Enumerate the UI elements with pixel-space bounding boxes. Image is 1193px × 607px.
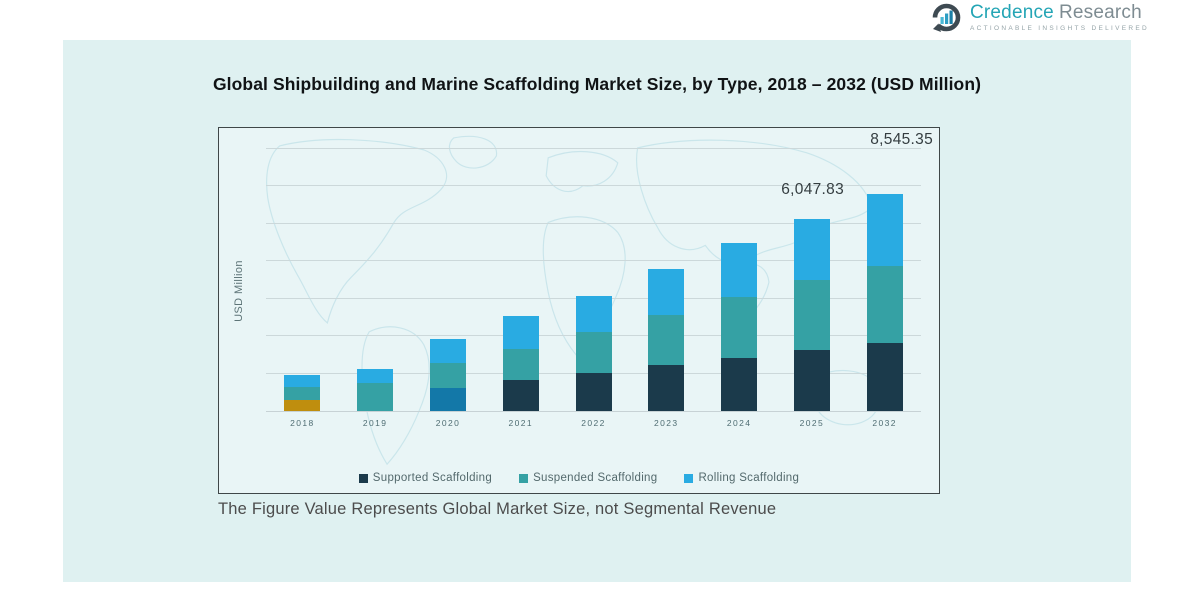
bar-2020	[429, 339, 466, 411]
legend-item-supported-scaffolding: Supported Scaffolding	[358, 472, 493, 484]
bar-2018-suspended-scaffolding-segment	[284, 387, 321, 401]
bar-2020-suspended-scaffolding-segment	[429, 363, 466, 388]
chart-frame: USD Million 2018 2019 2020 2021 2022 2023 2024…	[218, 127, 940, 494]
legend-item-suspended-scaffolding: Suspended Scaffolding	[519, 472, 657, 484]
bar-2021	[502, 316, 539, 411]
bar-2024-suspended-scaffolding-segment	[721, 297, 758, 359]
bar-2018-rolling-scaffolding-segment	[284, 375, 321, 388]
x-tick-2019: 2019	[362, 418, 388, 428]
bar-2023-rolling-scaffolding-segment	[648, 269, 685, 316]
legend-marker-rolling-scaffolding	[684, 473, 694, 483]
bar-2022-rolling-scaffolding-segment	[575, 296, 612, 333]
brand-word-credence: Credence	[969, 2, 1054, 23]
bar-2021-supported-scaffolding-segment	[502, 380, 539, 411]
gridline	[266, 147, 921, 149]
figure-footnote: The Figure Value Represents Global Marke…	[218, 500, 777, 518]
x-tick-2024: 2024	[726, 418, 752, 428]
x-tick-2018: 2018	[290, 418, 315, 428]
bar-2022-supported-scaffolding-segment	[575, 373, 612, 411]
bar-2032-supported-scaffolding-segment	[866, 343, 903, 411]
bar-2018-supported-scaffolding-segment	[284, 400, 321, 411]
legend-label-suspended-scaffolding: Suspended Scaffolding	[533, 472, 658, 484]
x-tick-2022: 2022	[581, 418, 606, 428]
gridline	[266, 260, 921, 261]
bar-2032-rolling-scaffolding-segment	[866, 194, 903, 267]
bar-2022	[575, 296, 612, 411]
data-label-2032: 8,545.35	[870, 131, 933, 148]
bar-2025	[793, 219, 830, 411]
bar-2023-supported-scaffolding-segment	[648, 365, 685, 411]
bar-2023	[648, 269, 685, 411]
brand-tagline: Actionable Insights Delivered	[969, 25, 1149, 32]
bar-2025-suspended-scaffolding-segment	[793, 280, 830, 351]
bar-2025-supported-scaffolding-segment	[793, 350, 830, 411]
bar-2021-suspended-scaffolding-segment	[502, 349, 539, 381]
bar-2019-suspended-scaffolding-segment	[357, 383, 394, 411]
legend-item-rolling-scaffolding: Rolling Scaffolding	[684, 472, 799, 484]
gridline	[266, 222, 921, 224]
legend-label-supported-scaffolding: Supported Scaffolding	[372, 472, 493, 484]
bar-2020-supported-scaffolding-segment	[429, 388, 466, 411]
bar-2023-suspended-scaffolding-segment	[648, 315, 685, 366]
brand-logo: Credence Research Actionable Insights Del…	[930, 2, 1149, 35]
data-label-2025: 6,047.83	[781, 181, 844, 198]
bar-2020-rolling-scaffolding-segment	[429, 339, 466, 363]
bar-2019	[357, 369, 394, 411]
brand-word-research: Research	[1058, 2, 1142, 23]
gridline	[266, 185, 921, 186]
bar-2021-rolling-scaffolding-segment	[502, 316, 539, 350]
bar-2032-suspended-scaffolding-segment	[866, 266, 903, 344]
bar-2022-suspended-scaffolding-segment	[575, 332, 612, 374]
bar-2032	[866, 194, 903, 411]
plot-area	[266, 128, 921, 412]
legend-marker-suspended-scaffolding	[519, 473, 529, 483]
legend-marker-supported-scaffolding	[358, 473, 368, 483]
legend-label-rolling-scaffolding: Rolling Scaffolding	[698, 472, 800, 484]
x-tick-2032: 2032	[872, 418, 897, 428]
chart-legend: Supported Scaffolding Suspended Scaffoldi…	[219, 472, 939, 484]
chart-title: Global Shipbuilding and Marine Scaffoldi…	[212, 74, 982, 94]
bar-2024-rolling-scaffolding-segment	[721, 243, 758, 298]
x-tick-2025: 2025	[799, 418, 825, 428]
x-tick-2021: 2021	[508, 418, 533, 428]
brand-name: Credence Research	[970, 2, 1149, 23]
x-tick-2023: 2023	[654, 418, 679, 428]
bar-2019-rolling-scaffolding-segment	[357, 369, 394, 384]
bar-2024	[721, 243, 758, 411]
bar-2024-supported-scaffolding-segment	[721, 358, 758, 411]
x-tick-2020: 2020	[435, 418, 461, 428]
chart-panel: Global Shipbuilding and Marine Scaffoldi…	[63, 40, 1131, 582]
bar-2018	[284, 375, 321, 411]
x-axis-labels: 2018 2019 2020 2021 2022 2023 2024 2025 2032	[266, 418, 921, 428]
bar-chart-circle-icon	[932, 3, 961, 32]
bar-2025-rolling-scaffolding-segment	[793, 219, 830, 281]
y-axis-title: USD Million	[233, 260, 245, 322]
